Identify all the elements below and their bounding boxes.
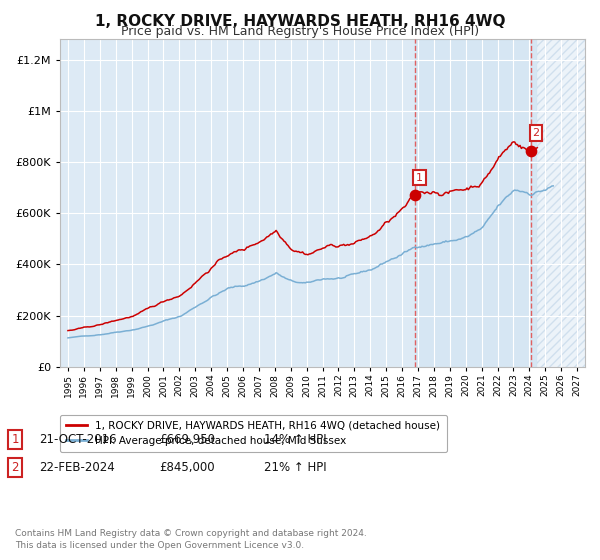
Text: Price paid vs. HM Land Registry's House Price Index (HPI): Price paid vs. HM Land Registry's House … (121, 25, 479, 38)
Text: Contains HM Land Registry data © Crown copyright and database right 2024.
This d: Contains HM Land Registry data © Crown c… (15, 529, 367, 550)
Text: £845,000: £845,000 (159, 461, 215, 474)
Point (526, 146, 536, 155)
Text: 1, ROCKY DRIVE, HAYWARDS HEATH, RH16 4WQ: 1, ROCKY DRIVE, HAYWARDS HEATH, RH16 4WQ (95, 14, 505, 29)
Text: 21-OCT-2016: 21-OCT-2016 (39, 433, 116, 446)
Text: 2: 2 (11, 461, 19, 474)
Text: 1: 1 (416, 172, 423, 183)
Text: 21% ↑ HPI: 21% ↑ HPI (264, 461, 326, 474)
Bar (537, 39, 585, 367)
Text: 22-FEB-2024: 22-FEB-2024 (39, 461, 115, 474)
Text: £669,950: £669,950 (159, 433, 215, 446)
Text: 14% ↑ HPI: 14% ↑ HPI (264, 433, 326, 446)
Bar (415, 39, 537, 367)
Text: 2: 2 (532, 128, 539, 138)
Point (410, 191, 419, 200)
Text: 1: 1 (11, 433, 19, 446)
Legend: 1, ROCKY DRIVE, HAYWARDS HEATH, RH16 4WQ (detached house), HPI: Average price, d: 1, ROCKY DRIVE, HAYWARDS HEATH, RH16 4WQ… (60, 414, 446, 452)
Bar (537, 39, 585, 367)
